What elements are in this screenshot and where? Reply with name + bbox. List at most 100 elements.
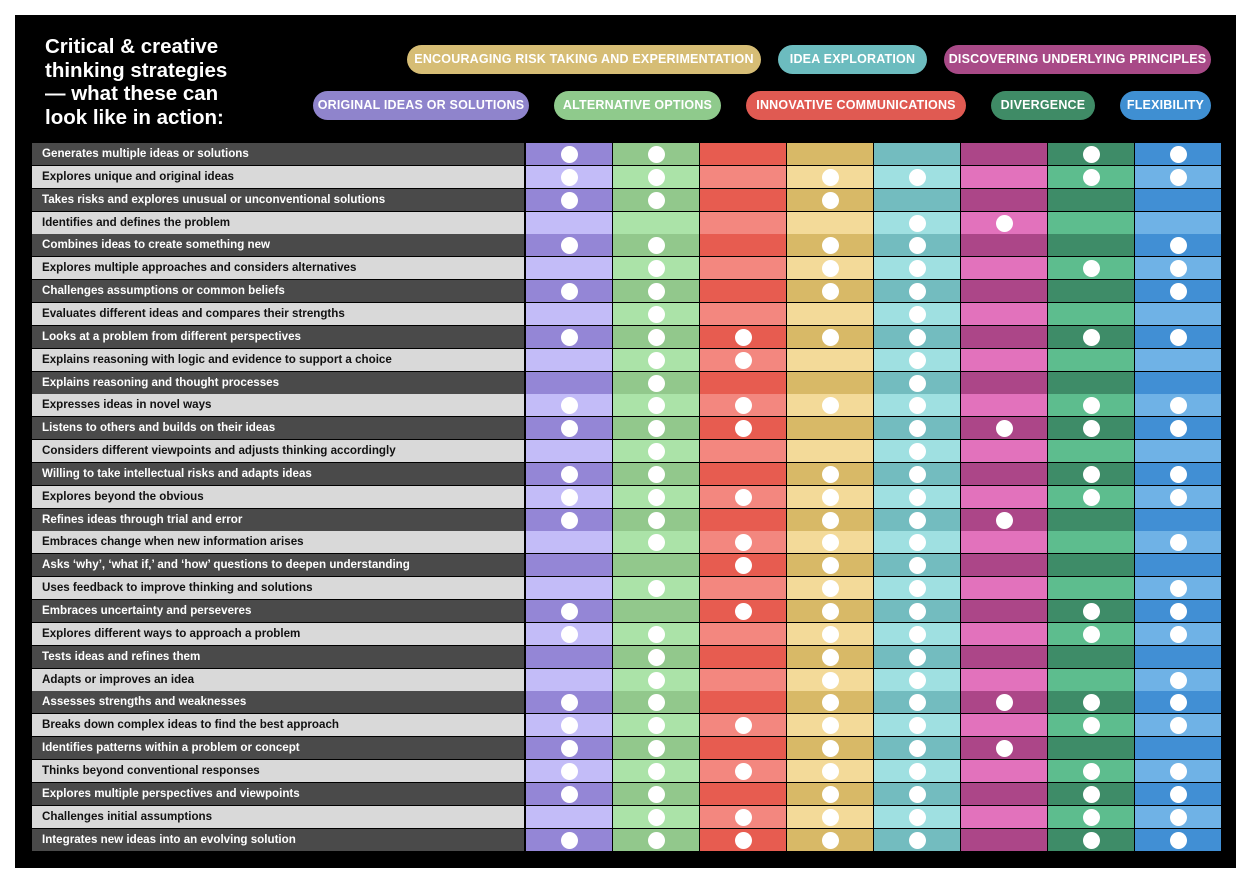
check-dot-icon: [822, 260, 839, 278]
row-label: Thinks beyond conventional responses: [32, 759, 524, 782]
strategy-cell: [1048, 143, 1134, 165]
table-row: Challenges assumptions or common beliefs: [32, 280, 1221, 303]
strategy-cell: [613, 714, 699, 737]
check-dot-icon: [1170, 488, 1187, 506]
check-dot-icon: [561, 717, 578, 735]
check-dot-icon: [735, 603, 752, 620]
strategy-cell: [700, 714, 786, 737]
strategy-cell: [613, 805, 699, 828]
strategy-cell: [961, 622, 1047, 645]
strategy-cell: [700, 462, 786, 485]
check-dot-icon: [822, 717, 839, 735]
strategy-cell: [1048, 485, 1134, 508]
strategy-cell: [1135, 417, 1221, 440]
row-label: Challenges initial assumptions: [32, 805, 524, 828]
strategy-cell: [613, 325, 699, 348]
strategy-cell: [874, 508, 960, 531]
strategy-cell: [1135, 600, 1221, 622]
strategy-cell: [613, 462, 699, 485]
strategy-cell: [526, 440, 612, 463]
check-dot-icon: [1170, 237, 1187, 255]
strategy-cell: [613, 737, 699, 760]
check-dot-icon: [1083, 694, 1100, 712]
strategy-cell: [1048, 280, 1134, 303]
check-dot-icon: [561, 762, 578, 780]
row-label: Integrates new ideas into an evolving so…: [32, 828, 524, 851]
check-dot-icon: [648, 283, 665, 301]
check-dot-icon: [648, 625, 665, 643]
check-dot-icon: [648, 534, 665, 552]
strategy-cell: [613, 485, 699, 508]
strategy-cell: [1048, 759, 1134, 782]
strategy-cell: [526, 234, 612, 257]
strategy-cell: [700, 165, 786, 188]
strategy-cell: [526, 325, 612, 348]
legend-encouraging-risk-taking: ENCOURAGING RISK TAKING AND EXPERIMENTAT…: [407, 45, 761, 74]
strategy-cell: [1135, 782, 1221, 805]
strategy-cell: [787, 554, 873, 577]
strategy-cell: [961, 257, 1047, 280]
strategy-cell: [700, 600, 786, 622]
check-dot-icon: [996, 214, 1013, 232]
strategy-cell: [700, 302, 786, 325]
check-dot-icon: [735, 831, 752, 849]
check-dot-icon: [648, 260, 665, 278]
strategy-cell: [961, 394, 1047, 417]
row-label: Asks ‘why’, ‘what if,’ and ‘how’ questio…: [32, 554, 524, 577]
check-dot-icon: [822, 762, 839, 780]
strategy-cell: [1135, 188, 1221, 211]
strategy-cell: [961, 165, 1047, 188]
row-label: Adapts or improves an idea: [32, 668, 524, 691]
strategy-cell: [613, 371, 699, 394]
strategy-cell: [700, 531, 786, 554]
strategy-cell: [961, 714, 1047, 737]
strategy-cell: [526, 714, 612, 737]
strategy-cell: [787, 691, 873, 714]
check-dot-icon: [735, 420, 752, 438]
check-dot-icon: [735, 488, 752, 506]
table-row: Explains reasoning with logic and eviden…: [32, 348, 1221, 372]
check-dot-icon: [909, 785, 926, 803]
table-row: Explores beyond the obvious: [32, 485, 1221, 509]
check-dot-icon: [996, 694, 1013, 712]
check-dot-icon: [822, 740, 839, 758]
strategy-cell: [1135, 622, 1221, 645]
check-dot-icon: [822, 511, 839, 529]
check-dot-icon: [648, 762, 665, 780]
check-dot-icon: [648, 351, 665, 369]
strategy-cell: [1135, 508, 1221, 531]
strategy-cell: [700, 417, 786, 440]
strategy-cell: [1135, 143, 1221, 165]
check-dot-icon: [909, 762, 926, 780]
strategy-cell: [700, 211, 786, 234]
strategy-cell: [787, 440, 873, 463]
check-dot-icon: [909, 443, 926, 461]
strategy-cell: [1135, 691, 1221, 714]
strategy-cell: [961, 302, 1047, 325]
strategy-cell: [700, 440, 786, 463]
strategy-cell: [613, 440, 699, 463]
strategy-cell: [961, 782, 1047, 805]
strategy-cell: [613, 417, 699, 440]
check-dot-icon: [822, 648, 839, 666]
check-dot-icon: [1170, 146, 1187, 163]
strategy-cell: [700, 577, 786, 600]
strategy-cell: [526, 577, 612, 600]
check-dot-icon: [822, 191, 839, 209]
legend-flexibility: FLEXIBILITY: [1120, 91, 1211, 120]
check-dot-icon: [1170, 420, 1187, 438]
strategy-cell: [961, 508, 1047, 531]
table-row: Adapts or improves an idea: [32, 668, 1221, 692]
strategy-cell: [613, 143, 699, 165]
strategy-cell: [526, 280, 612, 303]
strategy-cell: [874, 280, 960, 303]
table-row: Looks at a problem from different perspe…: [32, 325, 1221, 349]
strategy-cell: [1135, 280, 1221, 303]
table-row: Thinks beyond conventional responses: [32, 759, 1221, 783]
check-dot-icon: [909, 420, 926, 438]
check-dot-icon: [648, 694, 665, 712]
strategy-cell: [961, 554, 1047, 577]
strategy-cell: [700, 485, 786, 508]
strategy-cell: [787, 257, 873, 280]
table-row: Expresses ideas in novel ways: [32, 394, 1221, 417]
